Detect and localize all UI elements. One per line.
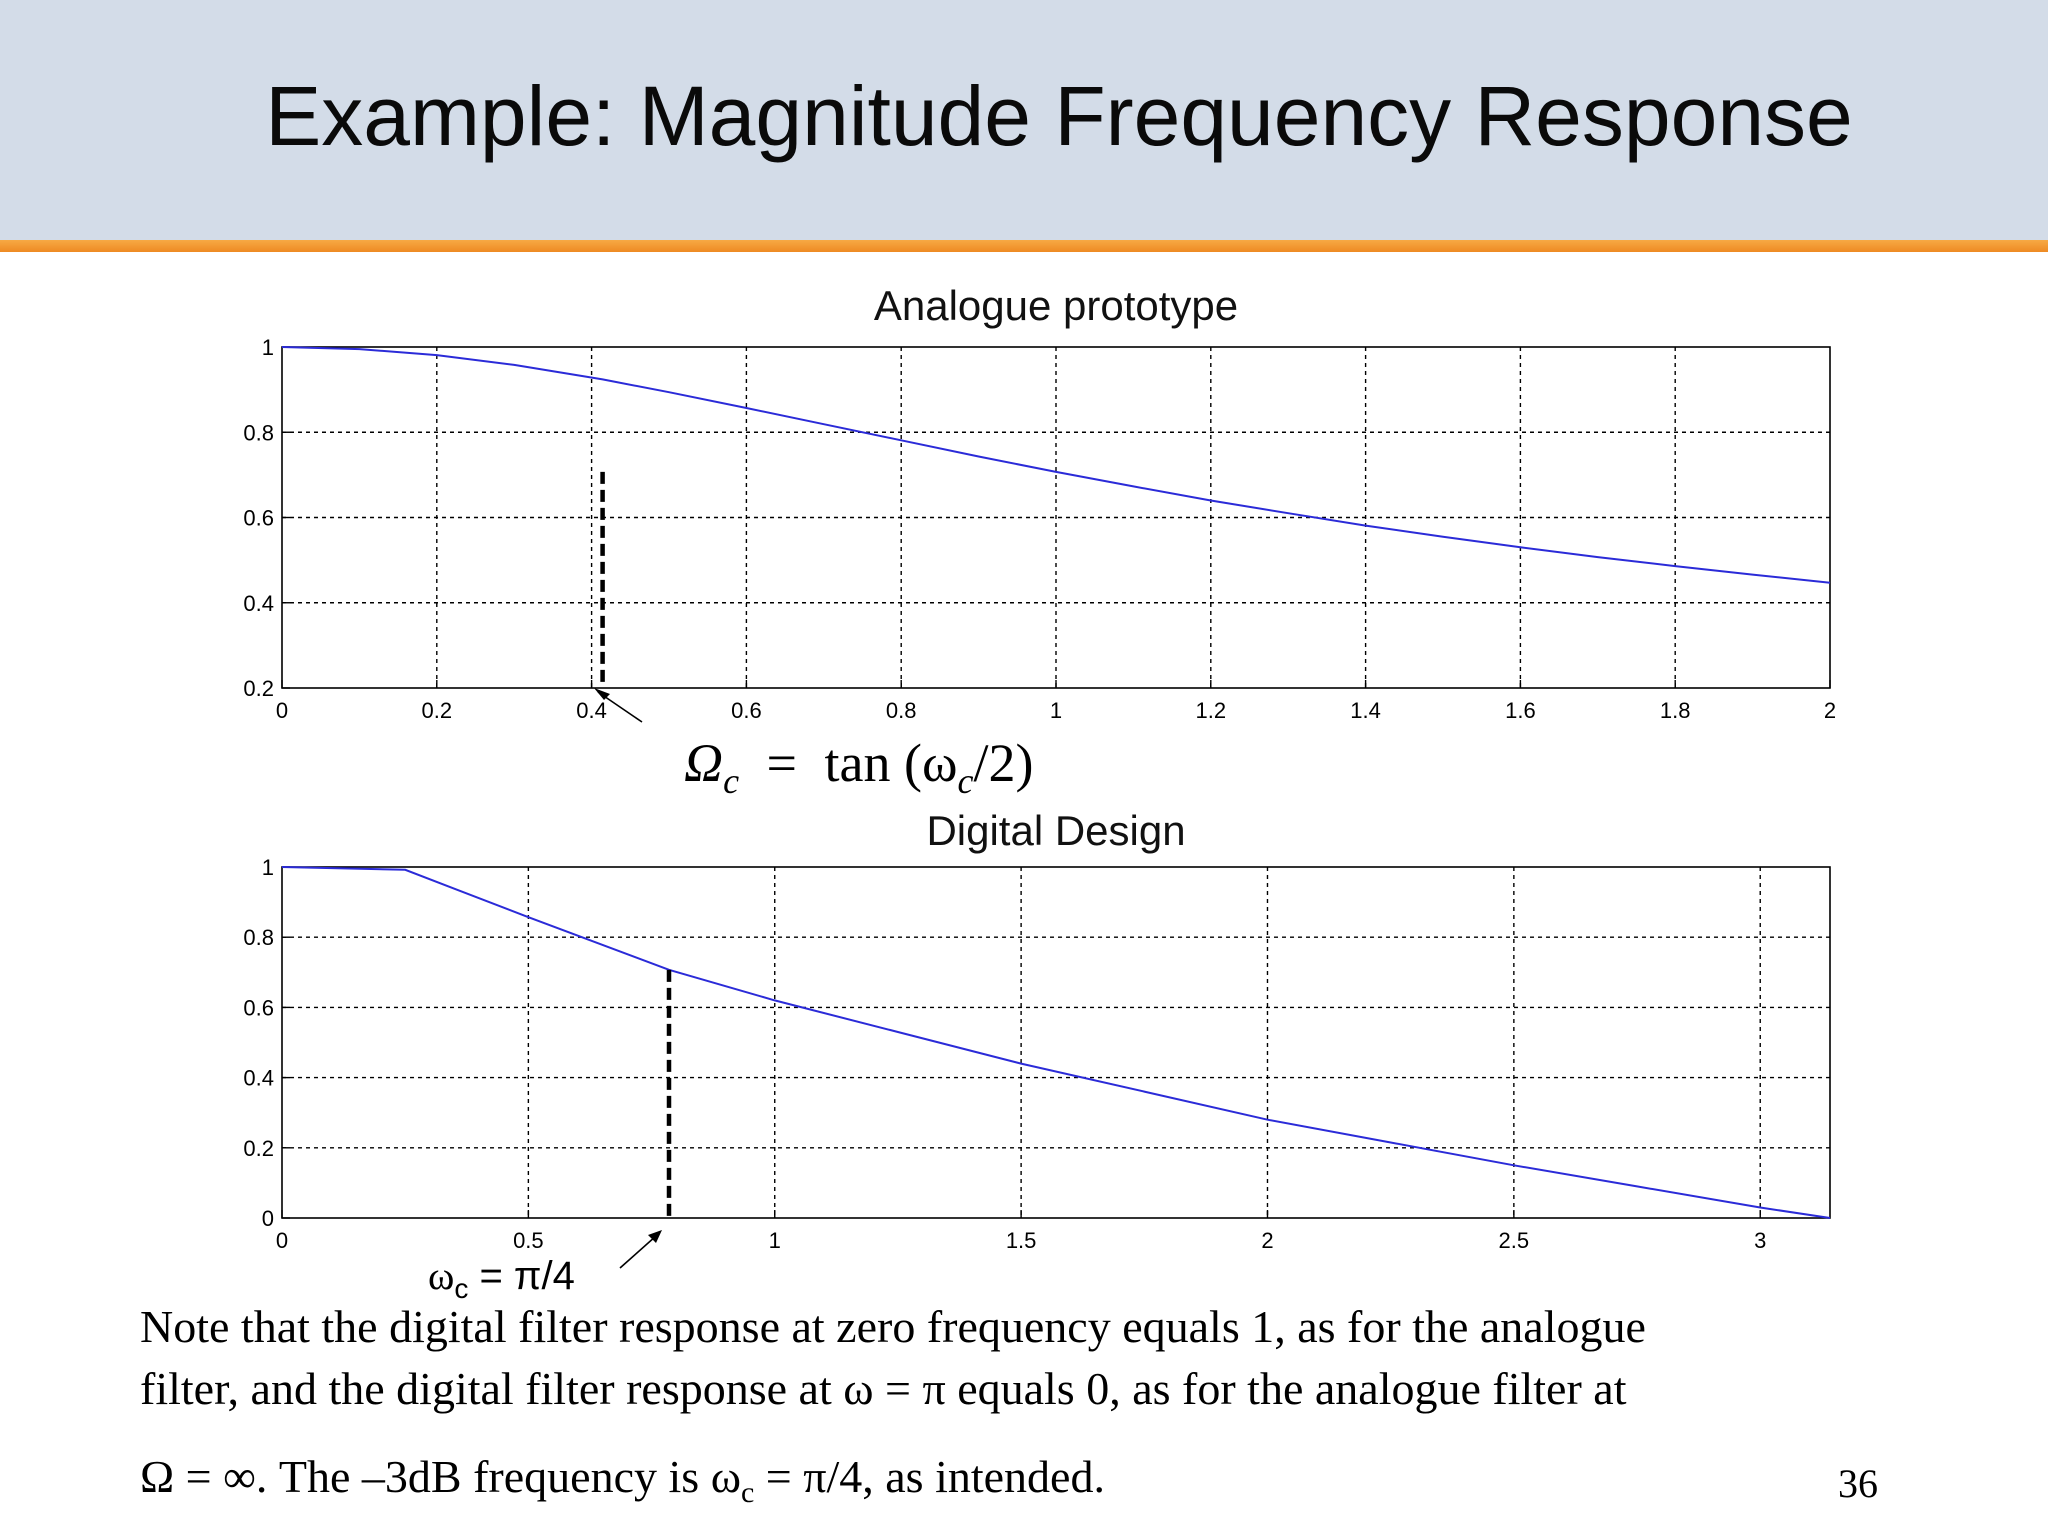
digital-cutoff-label: ωc = π/4 xyxy=(428,1252,575,1305)
analogue-y-tick-label: 1 xyxy=(262,335,274,360)
analogue-x-tick-label: 1.8 xyxy=(1660,698,1691,723)
slide-title: Example: Magnitude Frequency Response xyxy=(265,69,1853,163)
wc-symbol: ω xyxy=(428,1253,455,1298)
analogue-x-tick-label: 2 xyxy=(1824,698,1836,723)
analogue-response-curve xyxy=(281,346,1831,584)
analogue-x-tick-label: 1.2 xyxy=(1196,698,1227,723)
slide-number: 36 xyxy=(1838,1461,1878,1506)
digital-x-tick-label: 2 xyxy=(1261,1228,1273,1253)
digital-x-tick-label: 0.5 xyxy=(513,1228,544,1253)
digital-arrow-shaft xyxy=(619,1235,657,1269)
accent-bar xyxy=(0,240,2048,252)
omega-sub: c xyxy=(723,760,740,801)
omega-symbol: Ω xyxy=(684,733,724,793)
wc-sub: c xyxy=(454,1273,469,1304)
digital-y-tick-label: 0 xyxy=(262,1206,274,1231)
note-line-3-b: = π/4, as intended. xyxy=(754,1451,1105,1502)
digital-y-tick-label: 0.2 xyxy=(243,1136,274,1161)
analogue-y-tick-label: 0.8 xyxy=(243,420,274,445)
analogue-chart-title: Analogue prototype xyxy=(874,282,1238,329)
digital-y-tick-label: 1 xyxy=(262,855,274,880)
digital-y-tick-label: 0.8 xyxy=(243,925,274,950)
analogue-x-tick-label: 0.2 xyxy=(422,698,453,723)
analogue-y-tick-label: 0.4 xyxy=(243,591,274,616)
analogue-x-tick-label: 1.6 xyxy=(1505,698,1536,723)
analogue-arrowhead xyxy=(594,688,610,700)
digital-x-tick-label: 1.5 xyxy=(1006,1228,1037,1253)
digital-y-tick-label: 0.6 xyxy=(243,995,274,1020)
tan-end: /2) xyxy=(973,733,1034,793)
wc-value: = π/4 xyxy=(468,1254,575,1298)
digital-y-tick-label: 0.4 xyxy=(243,1066,274,1091)
note-line-2: filter, and the digital filter response … xyxy=(140,1363,1627,1414)
tan-sub: c xyxy=(957,760,974,801)
digital-response-curve xyxy=(281,866,1831,1219)
digital-x-tick-label: 3 xyxy=(1754,1228,1766,1253)
digital-x-tick-label: 1 xyxy=(769,1228,781,1253)
digital-x-tick-label: 0 xyxy=(276,1228,288,1253)
digital-axes-box xyxy=(281,866,1831,1219)
analogue-cutoff-equation: Ωc = tan (ωc/2) xyxy=(684,733,1034,801)
analogue-x-tick-label: 1 xyxy=(1050,698,1062,723)
analogue-x-tick-label: 0.6 xyxy=(731,698,762,723)
note-line-1: Note that the digital filter response at… xyxy=(140,1301,1646,1352)
note-line-3: Ω = ∞. The –3dB frequency is ωc = π/4, a… xyxy=(140,1450,1105,1510)
title-banner xyxy=(0,0,2048,240)
tan-term: tan (ω xyxy=(824,733,958,793)
digital-chart-title: Digital Design xyxy=(926,807,1185,854)
analogue-y-tick-label: 0.6 xyxy=(243,506,274,531)
note-line-3-sub: c xyxy=(740,1476,755,1510)
analogue-x-tick-label: 1.4 xyxy=(1350,698,1381,723)
analogue-x-tick-label: 0.8 xyxy=(886,698,917,723)
analogue-x-tick-label: 0.4 xyxy=(576,698,607,723)
analogue-axes-box xyxy=(281,346,1831,689)
digital-x-tick-label: 2.5 xyxy=(1499,1228,1530,1253)
analogue-x-tick-label: 0 xyxy=(276,698,288,723)
analogue-y-tick-label: 0.2 xyxy=(243,676,274,701)
digital-arrowhead xyxy=(648,1230,662,1243)
note-line-3-a: Ω = ∞. The –3dB frequency is ω xyxy=(140,1451,741,1502)
